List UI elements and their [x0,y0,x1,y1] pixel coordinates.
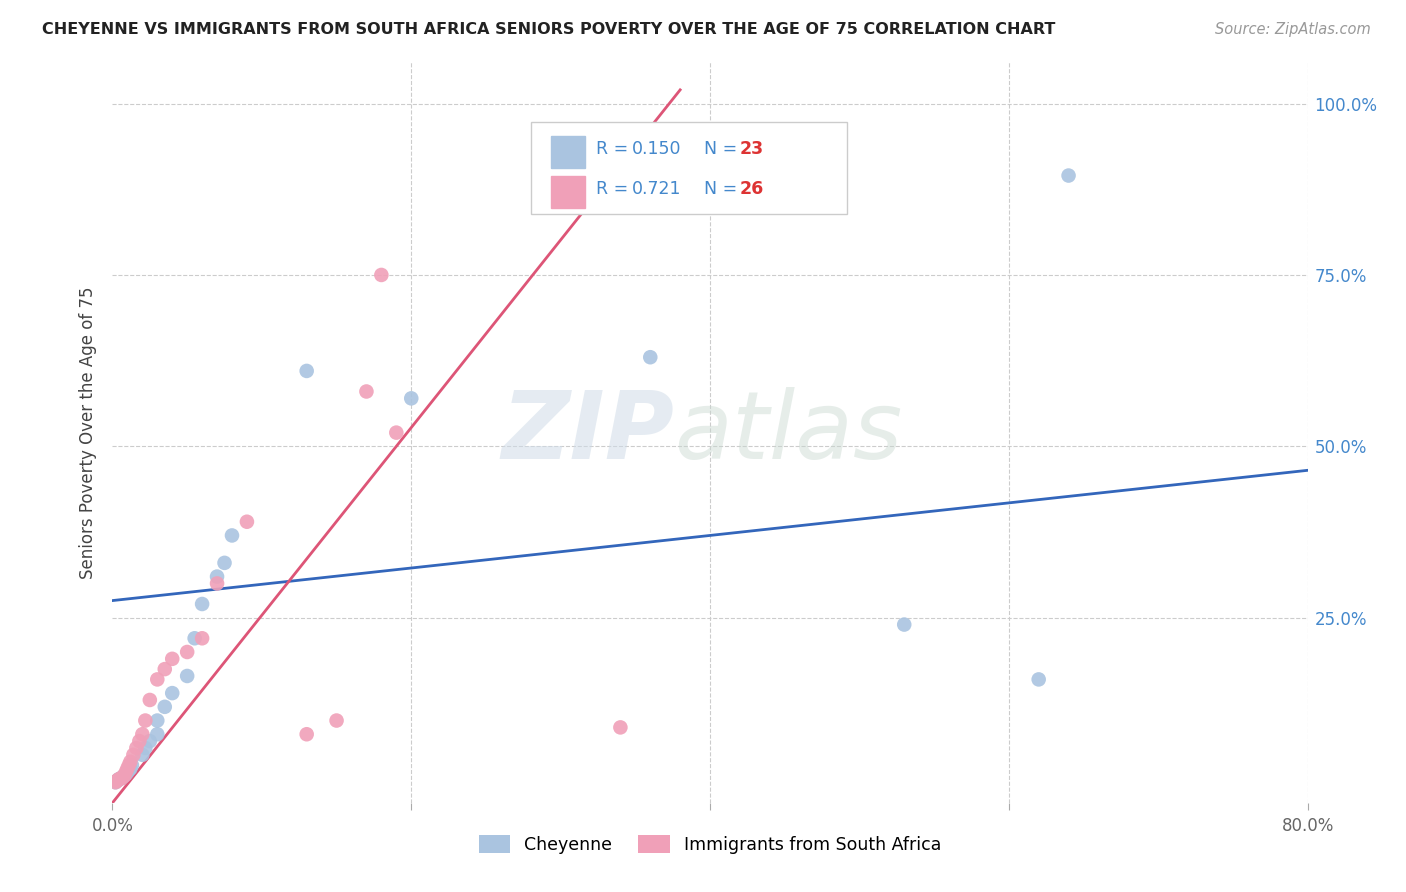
Text: CHEYENNE VS IMMIGRANTS FROM SOUTH AFRICA SENIORS POVERTY OVER THE AGE OF 75 CORR: CHEYENNE VS IMMIGRANTS FROM SOUTH AFRICA… [42,22,1056,37]
Point [115,764,138,779]
Point [221,528,243,542]
Point [121,758,143,772]
Point [295,364,318,378]
Point [139,693,162,707]
Point [125,741,148,756]
Point [162,652,183,666]
Text: R =: R = [596,180,634,198]
Point [205,569,228,583]
Point [104,775,127,789]
Point [107,772,129,787]
Point [107,772,129,787]
Point [114,768,135,782]
Point [214,556,236,570]
Point [295,727,318,741]
Text: 26: 26 [740,180,763,198]
Point [654,145,676,159]
Text: ZIP: ZIP [502,386,675,479]
Point [640,350,662,364]
Point [139,734,162,748]
Point [128,734,150,748]
Point [108,772,131,786]
Point [134,741,156,756]
Point [131,727,153,741]
FancyBboxPatch shape [551,136,585,168]
Point [118,763,141,777]
Point [153,662,176,676]
Text: Source: ZipAtlas.com: Source: ZipAtlas.com [1215,22,1371,37]
Point [110,771,132,785]
Point [120,762,142,776]
Point [609,720,631,734]
Point [162,686,183,700]
Point [105,773,128,788]
Point [183,632,205,646]
Y-axis label: Seniors Poverty Over the Age of 75: Seniors Poverty Over the Age of 75 [79,286,97,579]
Point [118,758,141,772]
Point [401,392,423,406]
Text: N =: N = [704,180,742,198]
Point [191,632,214,646]
Point [120,755,142,769]
Text: R =: R = [596,140,634,158]
Point [110,771,132,785]
Point [236,515,259,529]
Point [176,645,198,659]
Point [114,768,135,782]
Text: atlas: atlas [675,387,903,478]
FancyBboxPatch shape [551,177,585,208]
Point [893,617,915,632]
Point [117,762,139,776]
Point [1057,169,1080,183]
Point [131,747,153,762]
Point [356,384,378,399]
Point [146,714,169,728]
Point [385,425,408,440]
Point [117,764,139,779]
Point [205,576,228,591]
Text: 0.150: 0.150 [633,140,682,158]
Point [122,747,145,762]
Point [134,714,156,728]
Point [108,772,131,786]
Text: 0.721: 0.721 [633,180,682,198]
Point [153,699,176,714]
Text: 23: 23 [740,140,763,158]
Point [146,727,169,741]
Point [176,669,198,683]
Point [111,770,134,784]
Text: N =: N = [704,140,742,158]
Legend: Cheyenne, Immigrants from South Africa: Cheyenne, Immigrants from South Africa [472,828,948,861]
Point [1028,673,1050,687]
FancyBboxPatch shape [531,121,848,214]
Point [111,770,134,784]
Point [146,673,169,687]
Point [325,714,347,728]
Point [370,268,392,282]
Point [191,597,214,611]
Point [105,773,128,788]
Point [104,775,127,789]
Point [115,767,138,781]
